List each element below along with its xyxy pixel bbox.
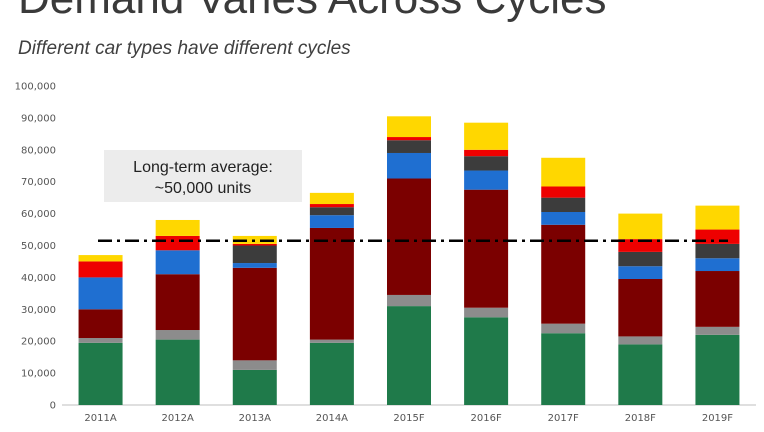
y-tick-label: 0 bbox=[50, 401, 56, 412]
bar-segment bbox=[309, 215, 354, 228]
bar-segment bbox=[309, 227, 354, 340]
bar-segment bbox=[541, 212, 586, 225]
x-tick-label: 2018F bbox=[625, 413, 656, 424]
bar-segment bbox=[387, 140, 431, 153]
x-tick-label: 2013A bbox=[239, 413, 271, 424]
average-callout: Long-term average: ~50,000 units bbox=[104, 150, 302, 202]
bar-segment bbox=[387, 152, 431, 179]
bar-segment bbox=[618, 266, 663, 279]
bar-segment bbox=[78, 309, 123, 339]
bar-segment bbox=[309, 204, 354, 208]
bar-segment bbox=[387, 116, 431, 138]
bar-segment bbox=[155, 274, 200, 331]
y-axis: 0 10,000 20,000 30,000 40,000 50,000 60,000 70,… bbox=[15, 82, 756, 412]
bar-segment bbox=[232, 243, 277, 246]
bar-segment bbox=[541, 197, 586, 213]
bar-stack-2017F bbox=[541, 157, 586, 405]
x-tick-label: 2017F bbox=[548, 413, 579, 424]
bar-segment bbox=[695, 229, 740, 244]
bar-segment bbox=[78, 338, 123, 343]
x-tick-label: 2012A bbox=[162, 413, 194, 424]
bar-segment bbox=[387, 137, 431, 141]
x-tick-label: 2015F bbox=[393, 413, 424, 424]
x-axis: 2011A 2012A 2013A 2014A 2015F 2016F 2017F 2018F… bbox=[84, 413, 733, 424]
bar-segment bbox=[618, 239, 663, 252]
bar-segment bbox=[618, 344, 663, 405]
bar-segment bbox=[155, 235, 200, 251]
bar-segment bbox=[387, 178, 431, 295]
bar-segment bbox=[155, 330, 200, 340]
x-tick-label: 2011A bbox=[84, 413, 116, 424]
bar-segment bbox=[695, 258, 740, 272]
bar-segment bbox=[695, 205, 740, 230]
bar-stack-2012A bbox=[155, 219, 200, 405]
y-tick-label: 90,000 bbox=[21, 113, 56, 124]
bar-stack-2013A bbox=[232, 235, 277, 405]
bar-segment bbox=[464, 170, 509, 190]
bar-segment bbox=[78, 255, 123, 262]
chart-title: Demand Varies Across Cycles bbox=[18, 0, 607, 24]
bar-segment bbox=[232, 369, 277, 405]
bar-segment bbox=[541, 323, 586, 334]
bar-stack-2015F bbox=[387, 116, 431, 405]
bar-segment bbox=[541, 333, 586, 405]
bar-segment bbox=[155, 339, 200, 405]
bar-segment bbox=[618, 213, 663, 240]
x-tick-label: 2016F bbox=[471, 413, 502, 424]
bar-segment bbox=[464, 317, 509, 405]
bar-stacks bbox=[78, 116, 740, 405]
bar-segment bbox=[464, 156, 509, 171]
bar-segment bbox=[309, 192, 354, 205]
bar-segment bbox=[309, 339, 354, 343]
bar-segment bbox=[232, 267, 277, 361]
bar-segment bbox=[695, 243, 740, 259]
bar-segment bbox=[78, 342, 123, 405]
bar-segment bbox=[387, 294, 431, 307]
bar-segment bbox=[155, 219, 200, 236]
y-tick-label: 30,000 bbox=[21, 305, 56, 316]
bar-segment bbox=[78, 277, 123, 310]
bar-segment bbox=[464, 307, 509, 318]
bar-segment bbox=[695, 334, 740, 405]
y-tick-label: 100,000 bbox=[15, 82, 56, 93]
bar-stack-2019F bbox=[695, 205, 740, 405]
callout-line-2: ~50,000 units bbox=[155, 180, 252, 197]
y-tick-label: 80,000 bbox=[21, 145, 56, 156]
y-tick-label: 10,000 bbox=[21, 369, 56, 380]
bar-segment bbox=[618, 278, 663, 337]
bar-segment bbox=[541, 157, 586, 187]
bar-segment bbox=[464, 122, 509, 150]
y-tick-label: 50,000 bbox=[21, 241, 56, 252]
bar-segment bbox=[618, 251, 663, 267]
callout-line-1: Long-term average: bbox=[133, 159, 273, 176]
callout-box bbox=[104, 150, 302, 202]
bar-segment bbox=[232, 263, 277, 268]
bar-segment bbox=[618, 336, 663, 345]
bar-segment bbox=[541, 186, 586, 198]
bar-stack-2018F bbox=[618, 213, 663, 405]
bar-segment bbox=[695, 271, 740, 327]
bar-segment bbox=[232, 360, 277, 370]
bar-segment bbox=[78, 261, 123, 278]
bar-segment bbox=[464, 189, 509, 308]
bar-segment bbox=[387, 306, 431, 405]
bar-segment bbox=[232, 245, 277, 264]
bar-segment bbox=[695, 326, 740, 335]
bar-stack-2014A bbox=[309, 192, 354, 405]
bar-segment bbox=[309, 207, 354, 216]
y-tick-label: 40,000 bbox=[21, 273, 56, 284]
y-tick-label: 60,000 bbox=[21, 209, 56, 220]
bar-segment bbox=[464, 149, 509, 157]
bar-segment bbox=[309, 342, 354, 405]
y-tick-label: 70,000 bbox=[21, 177, 56, 188]
bar-segment bbox=[155, 250, 200, 275]
x-tick-label: 2019F bbox=[702, 413, 733, 424]
bar-stack-2011A bbox=[78, 255, 123, 405]
y-tick-label: 20,000 bbox=[21, 337, 56, 348]
x-tick-label: 2014A bbox=[316, 413, 348, 424]
chart-subtitle: Different car types have different cycle… bbox=[18, 38, 351, 59]
bar-stack-2016F bbox=[464, 122, 509, 405]
